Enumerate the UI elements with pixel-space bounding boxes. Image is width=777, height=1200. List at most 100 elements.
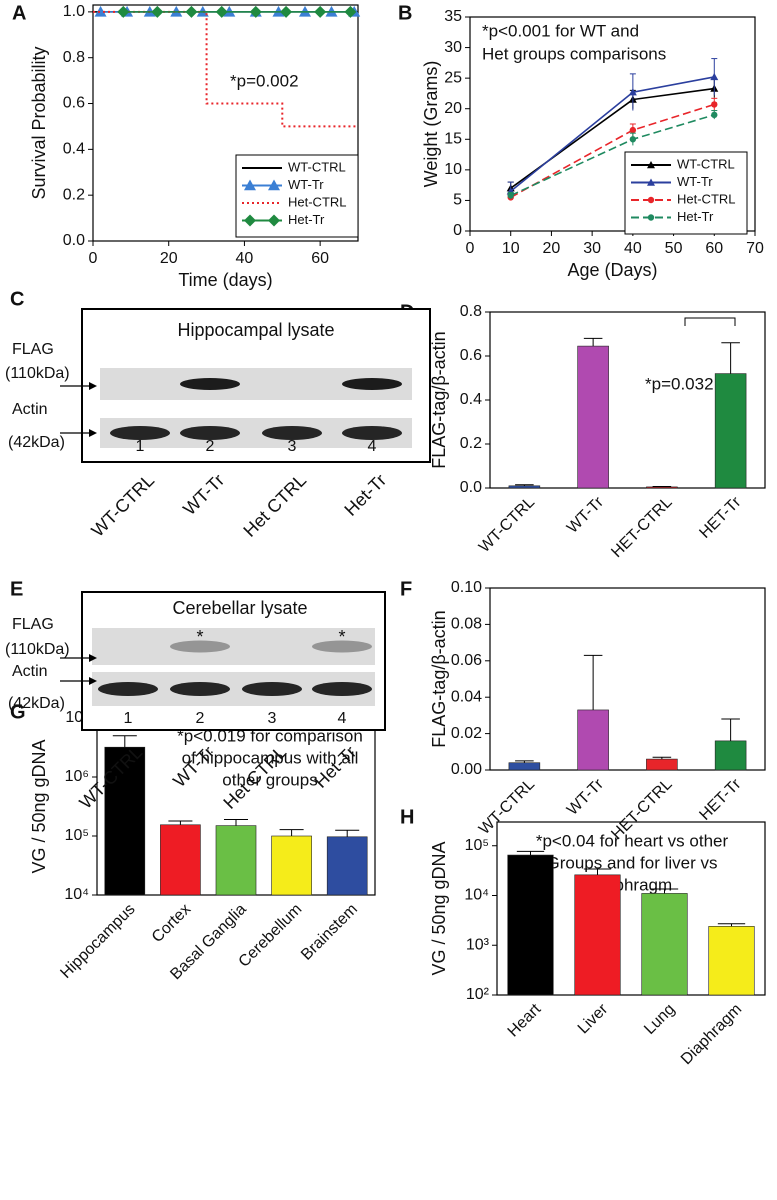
bar [508, 762, 541, 771]
asterisk: * [196, 627, 203, 647]
bar [271, 835, 312, 896]
row-size: (110kDa) [5, 365, 70, 382]
x-tick-label: HET-Tr [696, 775, 745, 824]
annotation: *p<0.019 for comparison [177, 726, 363, 745]
bar [708, 926, 755, 996]
blot-band [110, 426, 170, 440]
panel-label: F [400, 578, 412, 600]
lane-number: 1 [136, 438, 145, 455]
x-tick-label: 60 [311, 250, 329, 267]
blot-band [262, 426, 322, 440]
x-tick-label: HET-CTRL [608, 494, 675, 561]
y-tick-label: 0.8 [63, 49, 85, 66]
annotation: *p<0.04 for heart vs other [536, 831, 729, 850]
blot-band [342, 378, 402, 390]
bar [104, 746, 146, 896]
y-tick-label: 0.00 [451, 761, 482, 778]
x-tick-label: Hippocampus [57, 901, 138, 982]
blot-band [242, 682, 302, 696]
panel-label: G [10, 701, 26, 723]
blot-band [342, 426, 402, 440]
bar [326, 836, 368, 896]
marker [628, 88, 637, 96]
plot-frame [92, 4, 359, 242]
annotation: of hippocampus with all [182, 748, 359, 767]
panel-label: A [12, 2, 26, 24]
blot-band [312, 640, 372, 653]
y-tick-label: 0.02 [451, 725, 482, 742]
bar [160, 824, 201, 896]
blot-band [312, 682, 372, 696]
y-tick-label: 0.0 [63, 232, 85, 249]
y-tick-label: 10³ [466, 936, 490, 953]
legend-label: Het-Tr [288, 212, 325, 227]
plot-frame [496, 821, 766, 996]
y-tick-label: 15 [444, 131, 462, 148]
bar [507, 854, 554, 996]
x-tick-label: 10 [502, 240, 520, 257]
bar [646, 758, 678, 771]
marker [268, 214, 280, 227]
y-tick-label: 0.0 [460, 479, 482, 496]
row-size: (42kDa) [8, 434, 65, 451]
panel-label: E [10, 578, 23, 600]
y-tick-label: 10⁴ [464, 887, 489, 904]
x-tick-label: Liver [575, 1000, 612, 1037]
marker [629, 126, 637, 134]
plot-frame [489, 587, 766, 771]
marker [711, 101, 718, 108]
row-label: Actin [12, 663, 48, 680]
marker [629, 136, 637, 143]
annotation: Het groups comparisons [482, 44, 666, 63]
lane-number: 4 [338, 710, 347, 727]
panel-label: C [10, 288, 24, 310]
marker [244, 179, 256, 191]
marker [151, 5, 164, 18]
marker [710, 72, 719, 81]
x-tick-label: WT-CTRL [476, 776, 538, 838]
x-tick-label: 20 [543, 240, 561, 257]
x-tick-label: WT-CTRL [476, 494, 538, 556]
x-tick-label: 0 [466, 240, 475, 257]
annotation: *p<0.001 for WT and [482, 21, 639, 40]
marker [244, 214, 256, 227]
panel-label: B [398, 2, 412, 24]
legend-label: WT-CTRL [677, 156, 735, 171]
x-tick-label: 20 [160, 250, 178, 267]
y-axis-label: FLAG-tag/β-actin [429, 331, 449, 468]
y-tick-label: 0.2 [63, 186, 85, 203]
y-axis-label: VG / 50ng gDNA [429, 841, 449, 975]
bar [215, 825, 257, 896]
y-tick-label: 0.04 [451, 688, 482, 705]
legend-label: Het-Tr [677, 209, 714, 224]
lane-label: Het CTRL [239, 470, 310, 541]
marker [647, 161, 655, 169]
blot-band [170, 682, 230, 696]
blot-band [180, 378, 240, 390]
x-tick-label: 30 [583, 240, 601, 257]
y-tick-label: 25 [444, 69, 462, 86]
y-tick-label: 0.06 [451, 652, 482, 669]
annotation: *p=0.002 [230, 71, 299, 90]
bar [646, 486, 678, 489]
annotation: Groups and for liver vs [546, 853, 717, 872]
row-label: FLAG [12, 616, 54, 633]
lane-number: 2 [206, 438, 215, 455]
blot-band [180, 426, 240, 440]
marker [249, 5, 262, 18]
lane-label: Het-Tr [340, 470, 390, 520]
y-tick-label: 0.10 [451, 579, 482, 596]
marker [647, 196, 655, 204]
x-tick-label: Brainstem [298, 901, 361, 964]
y-tick-label: 0.4 [63, 141, 85, 158]
lane-number: 3 [268, 710, 277, 727]
y-tick-label: 0.8 [460, 303, 482, 320]
x-tick-label: 60 [705, 240, 723, 257]
x-tick-label: 70 [746, 240, 764, 257]
arrow-head [89, 654, 97, 662]
x-tick-label: Heart [505, 1000, 545, 1040]
row-label: Actin [12, 401, 48, 418]
y-tick-label: 0.6 [63, 95, 85, 112]
asterisk: * [338, 627, 345, 647]
